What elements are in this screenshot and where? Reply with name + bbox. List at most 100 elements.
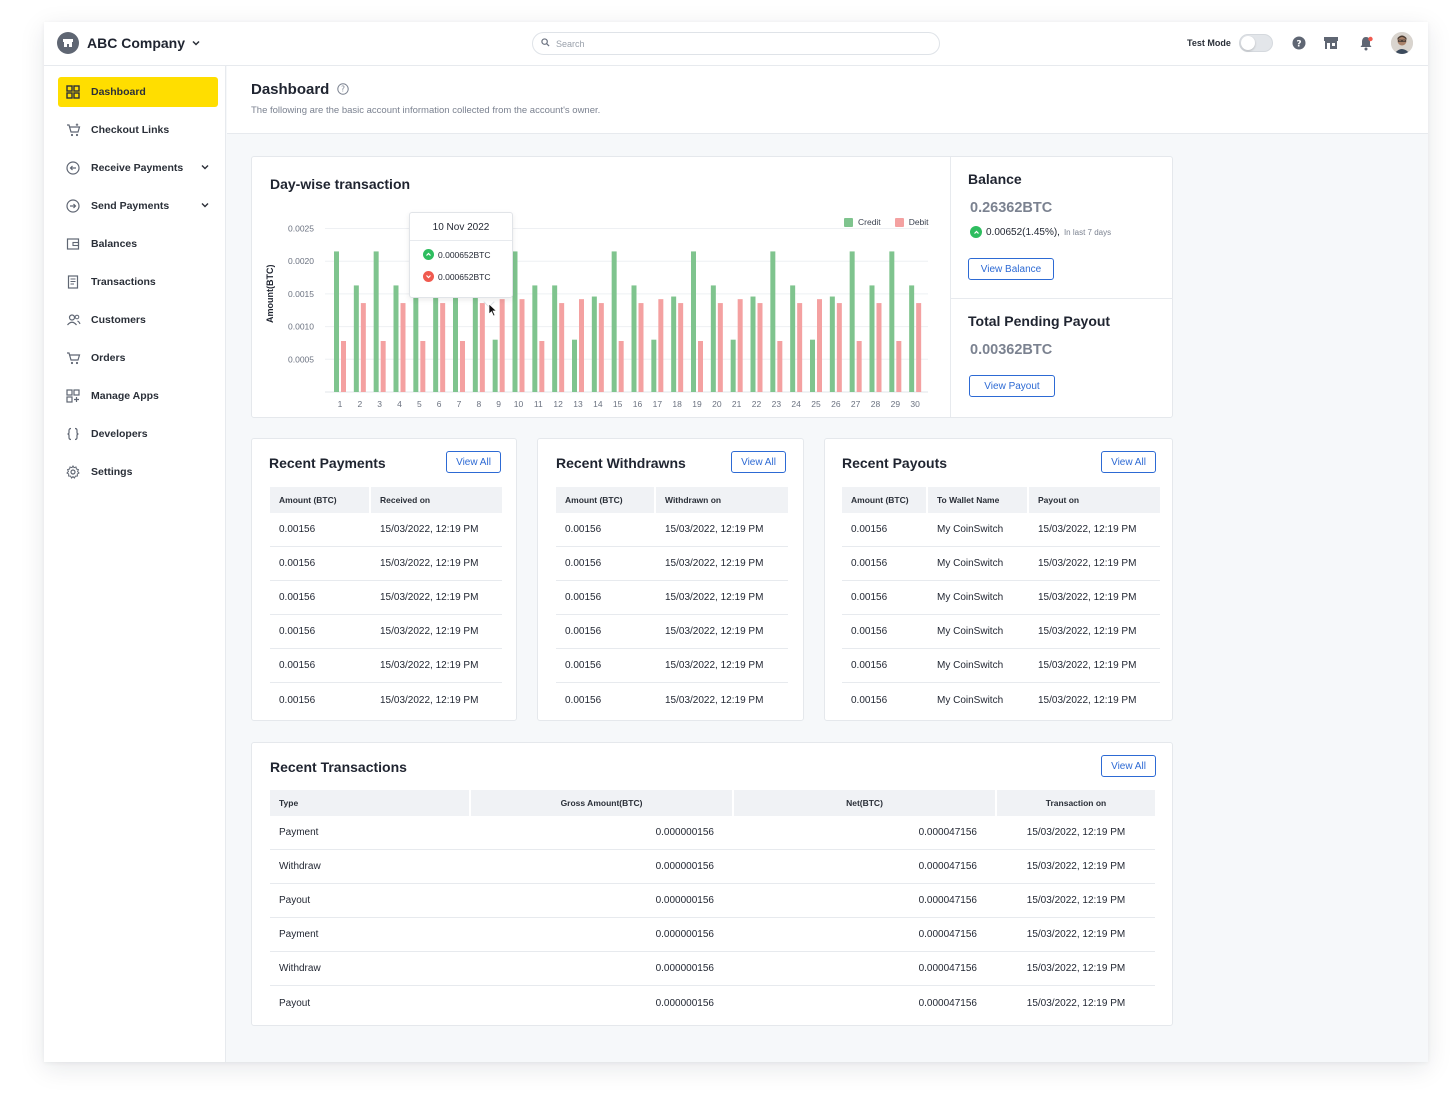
table-cell: 15/03/2022, 12:19 PM — [380, 694, 479, 706]
debit-bar — [876, 303, 882, 392]
sidebar-item-label: Receive Payments — [91, 162, 184, 174]
sidebar-item-settings[interactable]: Settings — [58, 457, 218, 487]
chevron-down-icon[interactable] — [200, 200, 210, 210]
table-cell: My CoinSwitch — [937, 660, 1004, 671]
recent-withdrawns-view-all-button[interactable]: View All — [731, 451, 786, 473]
search-input[interactable] — [556, 38, 926, 49]
table-row[interactable]: 0.00156 15/03/2022, 12:19 PM — [556, 581, 788, 615]
bar-chart[interactable]: Amount(BTC) 0.0005 0.0010 0.0015 0.0020 0.00… — [252, 175, 952, 415]
x-tick-label: 25 — [811, 399, 821, 409]
table-row[interactable]: 0.00156 My CoinSwitch 15/03/2022, 12:19 PM — [842, 513, 1160, 547]
table-row[interactable]: Payment 0.000000156 0.000047156 15/03/2022,… — [270, 918, 1155, 952]
x-tick-label: 23 — [772, 399, 782, 409]
sidebar-item-customers[interactable]: Customers — [58, 305, 218, 335]
sidebar-item-label: Orders — [91, 352, 126, 364]
debit-bar — [539, 341, 545, 392]
table-cell: 0.00156 — [851, 558, 888, 569]
sidebar-item-label: Send Payments — [91, 200, 170, 212]
chevron-down-icon — [191, 38, 201, 48]
table-row[interactable]: Payment 0.000000156 0.000047156 15/03/2022,… — [270, 816, 1155, 850]
debit-bar — [380, 341, 386, 392]
table-row[interactable]: 0.00156 15/03/2022, 12:19 PM — [270, 547, 502, 581]
tooltip-date: 10 Nov 2022 — [432, 222, 490, 233]
table-cell: 15/03/2022, 12:19 PM — [665, 660, 764, 671]
debit-bar — [440, 303, 446, 392]
table-row[interactable]: Payout 0.000000156 0.000047156 15/03/2022, … — [270, 884, 1155, 918]
table-row[interactable]: 0.00156 15/03/2022, 12:19 PM — [270, 683, 502, 717]
column-header[interactable]: Transaction on — [997, 790, 1155, 816]
x-tick-label: 22 — [752, 399, 762, 409]
tooltip-debit-value: 0.000652BTC — [438, 271, 491, 282]
sidebar-item-send-payments[interactable]: Send Payments — [58, 191, 218, 221]
column-header[interactable]: Amount (BTC) — [842, 487, 926, 513]
table-row[interactable]: 0.00156 My CoinSwitch 15/03/2022, 12:19 PM — [842, 547, 1160, 581]
table-row[interactable]: 0.00156 15/03/2022, 12:19 PM — [270, 615, 502, 649]
table-header: Amount (BTC) To Wallet Name Payout on — [842, 487, 1160, 513]
tooltip-credit-row: 0.000652BTC — [423, 249, 490, 260]
chart-legend: Credit Debit — [844, 217, 929, 227]
app-window: ABC Company Test Mode ? — [44, 22, 1428, 1062]
column-header[interactable]: Withdrawn on — [656, 487, 788, 513]
chevron-down-icon[interactable] — [200, 162, 210, 172]
table-cell: Payment — [279, 827, 319, 838]
table-row[interactable]: 0.00156 15/03/2022, 12:19 PM — [556, 513, 788, 547]
recent-payments-view-all-button[interactable]: View All — [446, 451, 501, 473]
debit-bar — [757, 303, 763, 392]
table-row[interactable]: 0.00156 15/03/2022, 12:19 PM — [556, 683, 788, 717]
sidebar-item-checkout-links[interactable]: Checkout Links — [58, 115, 218, 145]
column-header[interactable]: To Wallet Name — [928, 487, 1027, 513]
table-row[interactable]: Withdraw 0.000000156 0.000047156 15/03/2022… — [270, 850, 1155, 884]
column-header[interactable]: Net(BTC) — [734, 790, 995, 816]
sidebar-item-developers[interactable]: Developers — [58, 419, 218, 449]
view-payout-button[interactable]: View Payout — [969, 375, 1055, 397]
sidebar-item-receive-payments[interactable]: Receive Payments — [58, 153, 218, 183]
table-row[interactable]: 0.00156 15/03/2022, 12:19 PM — [270, 513, 502, 547]
table-cell: Withdraw — [279, 861, 321, 872]
column-header[interactable]: Amount (BTC) — [270, 487, 369, 513]
sidebar-item-orders[interactable]: Orders — [58, 343, 218, 373]
table-row[interactable]: 0.00156 15/03/2022, 12:19 PM — [556, 547, 788, 581]
column-header[interactable]: Payout on — [1029, 487, 1160, 513]
sidebar-item-label: Settings — [91, 466, 133, 478]
recent-transactions-view-all-button[interactable]: View All — [1101, 755, 1156, 777]
table-row[interactable]: 0.00156 15/03/2022, 12:19 PM — [556, 649, 788, 683]
table-row[interactable]: 0.00156 My CoinSwitch 15/03/2022, 12:19 PM — [842, 615, 1160, 649]
x-tick-label: 9 — [496, 399, 501, 409]
table-row[interactable]: 0.00156 My CoinSwitch 15/03/2022, 12:19 PM — [842, 683, 1160, 717]
column-header[interactable]: Amount (BTC) — [556, 487, 654, 513]
credit-bar — [532, 285, 538, 392]
sidebar-item-dashboard[interactable]: Dashboard — [58, 77, 218, 107]
balance-change-value: 0.00652(1.45%), — [986, 226, 1060, 238]
table-row[interactable]: 0.00156 15/03/2022, 12:19 PM — [270, 581, 502, 615]
help-circle-icon[interactable]: ? — [337, 83, 349, 98]
sidebar-item-balances[interactable]: Balances — [58, 229, 218, 259]
test-mode-toggle[interactable] — [1239, 34, 1273, 52]
store-icon[interactable] — [1322, 34, 1340, 52]
company-switcher[interactable]: ABC Company — [57, 32, 201, 54]
table-cell: 0.000047156 — [918, 827, 977, 838]
table-row[interactable]: 0.00156 15/03/2022, 12:19 PM — [270, 649, 502, 683]
table-cell: 15/03/2022, 12:19 PM — [380, 558, 479, 569]
table-row[interactable]: 0.00156 My CoinSwitch 15/03/2022, 12:19 PM — [842, 649, 1160, 683]
recent-payouts-view-all-button[interactable]: View All — [1101, 451, 1156, 473]
column-header[interactable]: Gross Amount(BTC) — [471, 790, 732, 816]
sidebar-item-transactions[interactable]: Transactions — [58, 267, 218, 297]
sidebar: Dashboard Checkout Links Receive Payment… — [44, 66, 226, 1062]
credit-bar — [770, 251, 776, 392]
sidebar-item-manage-apps[interactable]: Manage Apps — [58, 381, 218, 411]
debit-bar — [499, 299, 505, 392]
column-header[interactable]: Received on — [371, 487, 502, 513]
view-balance-button[interactable]: View Balance — [968, 258, 1054, 280]
column-header[interactable]: Type — [270, 790, 469, 816]
table-row[interactable]: Payout 0.000000156 0.000047156 15/03/2022, … — [270, 986, 1155, 1020]
user-avatar[interactable] — [1391, 32, 1413, 54]
debit-bar — [559, 303, 565, 392]
table-row[interactable]: 0.00156 15/03/2022, 12:19 PM — [556, 615, 788, 649]
table-row[interactable]: 0.00156 My CoinSwitch 15/03/2022, 12:19 PM — [842, 581, 1160, 615]
page-title: Dashboard — [251, 81, 330, 98]
company-name: ABC Company — [87, 35, 186, 51]
help-icon[interactable]: ? — [1290, 34, 1308, 52]
table-row[interactable]: Withdraw 0.000000156 0.000047156 15/03/2022… — [270, 952, 1155, 986]
notification-bell-icon[interactable] — [1357, 34, 1375, 52]
table-cell: My CoinSwitch — [937, 592, 1004, 603]
